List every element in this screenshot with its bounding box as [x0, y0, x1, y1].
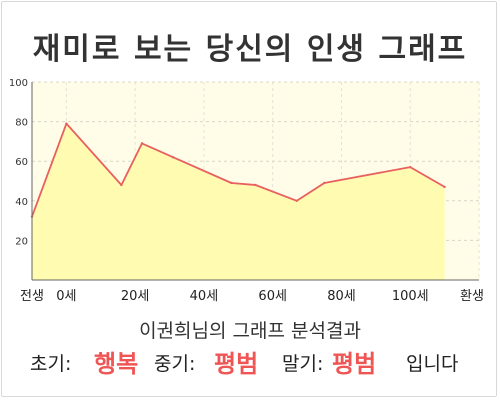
- data-point-5: [230, 181, 233, 185]
- y-tick-label-40: 40: [15, 197, 28, 208]
- data-point-8: [323, 181, 326, 185]
- y-tick-labels: 20 40 60 80 100: [9, 78, 28, 247]
- result-summary: 초기: 행복 중기: 평범 말기: 평범 입니다: [0, 346, 500, 382]
- x-tick-label-2: 20세: [121, 289, 150, 304]
- data-point-2: [120, 183, 123, 187]
- data-point-6: [254, 183, 257, 187]
- chart-title: 재미로 보는 당신의 인생 그래프: [32, 32, 468, 67]
- x-tick-label-5: 80세: [327, 289, 356, 304]
- data-point-9: [409, 165, 412, 169]
- result-subtitle: 이권희님의 그래프 분석결과: [139, 320, 361, 342]
- data-point-10: [443, 185, 446, 189]
- x-tick-label-0: 전생: [20, 289, 44, 304]
- y-tick-label-60: 60: [15, 157, 28, 168]
- data-point-4: [171, 156, 175, 159]
- x-tick-label-6: 100세: [392, 289, 429, 304]
- y-tick-label-20: 20: [15, 236, 28, 247]
- x-tick-label-4: 60세: [258, 289, 287, 304]
- x-tick-label-3: 40세: [190, 289, 219, 304]
- early-label: 초기:: [30, 353, 72, 375]
- data-point-1: [65, 122, 68, 125]
- x-tick-label-7: 환생: [460, 289, 484, 304]
- data-point-3: [140, 142, 144, 145]
- late-value: 평범: [332, 350, 377, 378]
- x-tick-label-1: 0세: [56, 289, 76, 304]
- data-point-7: [295, 199, 298, 202]
- middle-label: 중기:: [154, 353, 196, 375]
- early-value: 행복: [94, 350, 139, 378]
- middle-value: 평범: [214, 350, 259, 378]
- ending-text: 입니다: [406, 353, 459, 375]
- y-tick-label-80: 80: [15, 118, 28, 129]
- y-tick-label-100: 100: [9, 78, 28, 89]
- late-label: 말기:: [282, 353, 324, 375]
- x-tick-labels: 전생 0세 20세 40세 60세 80세 100세 환생: [20, 289, 484, 304]
- life-area-fill: [32, 123, 445, 280]
